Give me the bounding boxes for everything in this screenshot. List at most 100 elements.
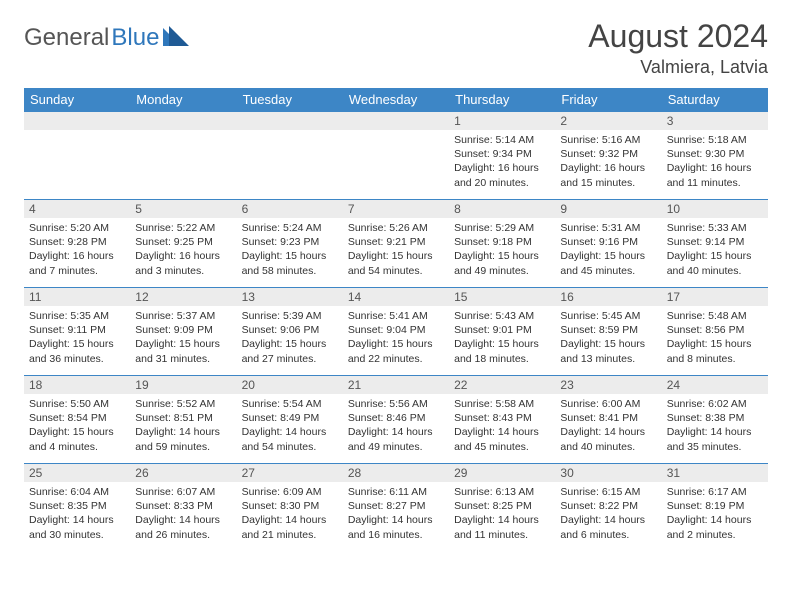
day-number: 13 bbox=[237, 288, 343, 306]
calendar-day-cell: 15Sunrise: 5:43 AMSunset: 9:01 PMDayligh… bbox=[449, 288, 555, 376]
sunrise-text: Sunrise: 5:58 AM bbox=[454, 397, 550, 411]
sunset-text: Sunset: 8:41 PM bbox=[560, 411, 656, 425]
daylight-text: Daylight: 14 hours and 6 minutes. bbox=[560, 513, 656, 541]
calendar-day-cell: 27Sunrise: 6:09 AMSunset: 8:30 PMDayligh… bbox=[237, 464, 343, 552]
day-number: 8 bbox=[449, 200, 555, 218]
logo: GeneralBlue bbox=[24, 18, 189, 52]
daylight-text: Daylight: 16 hours and 7 minutes. bbox=[29, 249, 125, 277]
day-details: Sunrise: 5:56 AMSunset: 8:46 PMDaylight:… bbox=[343, 394, 449, 458]
day-details: Sunrise: 5:26 AMSunset: 9:21 PMDaylight:… bbox=[343, 218, 449, 282]
daylight-text: Daylight: 14 hours and 40 minutes. bbox=[560, 425, 656, 453]
day-details: Sunrise: 5:29 AMSunset: 9:18 PMDaylight:… bbox=[449, 218, 555, 282]
title-block: August 2024 Valmiera, Latvia bbox=[588, 18, 768, 78]
day-number: 18 bbox=[24, 376, 130, 394]
day-details: Sunrise: 6:02 AMSunset: 8:38 PMDaylight:… bbox=[662, 394, 768, 458]
calendar-day-cell: 7Sunrise: 5:26 AMSunset: 9:21 PMDaylight… bbox=[343, 200, 449, 288]
sunset-text: Sunset: 8:33 PM bbox=[135, 499, 231, 513]
weekday-header: Saturday bbox=[662, 88, 768, 112]
day-number: 16 bbox=[555, 288, 661, 306]
day-number: 12 bbox=[130, 288, 236, 306]
sunrise-text: Sunrise: 5:41 AM bbox=[348, 309, 444, 323]
day-details: Sunrise: 5:35 AMSunset: 9:11 PMDaylight:… bbox=[24, 306, 130, 370]
sunrise-text: Sunrise: 6:13 AM bbox=[454, 485, 550, 499]
sunset-text: Sunset: 9:23 PM bbox=[242, 235, 338, 249]
day-number: 19 bbox=[130, 376, 236, 394]
sunset-text: Sunset: 9:25 PM bbox=[135, 235, 231, 249]
calendar-day-cell: 30Sunrise: 6:15 AMSunset: 8:22 PMDayligh… bbox=[555, 464, 661, 552]
sunset-text: Sunset: 9:01 PM bbox=[454, 323, 550, 337]
sunrise-text: Sunrise: 5:26 AM bbox=[348, 221, 444, 235]
calendar-day-cell bbox=[130, 112, 236, 200]
calendar-day-cell: 17Sunrise: 5:48 AMSunset: 8:56 PMDayligh… bbox=[662, 288, 768, 376]
day-number: 22 bbox=[449, 376, 555, 394]
sunrise-text: Sunrise: 5:20 AM bbox=[29, 221, 125, 235]
sunrise-text: Sunrise: 5:54 AM bbox=[242, 397, 338, 411]
sunrise-text: Sunrise: 6:11 AM bbox=[348, 485, 444, 499]
sunset-text: Sunset: 9:11 PM bbox=[29, 323, 125, 337]
daylight-text: Daylight: 15 hours and 13 minutes. bbox=[560, 337, 656, 365]
sunset-text: Sunset: 8:43 PM bbox=[454, 411, 550, 425]
day-details: Sunrise: 6:07 AMSunset: 8:33 PMDaylight:… bbox=[130, 482, 236, 546]
day-number: 28 bbox=[343, 464, 449, 482]
daylight-text: Daylight: 15 hours and 45 minutes. bbox=[560, 249, 656, 277]
day-number: 14 bbox=[343, 288, 449, 306]
calendar-day-cell: 13Sunrise: 5:39 AMSunset: 9:06 PMDayligh… bbox=[237, 288, 343, 376]
sunrise-text: Sunrise: 5:24 AM bbox=[242, 221, 338, 235]
daylight-text: Daylight: 14 hours and 16 minutes. bbox=[348, 513, 444, 541]
day-number: 27 bbox=[237, 464, 343, 482]
day-number-empty bbox=[24, 112, 130, 130]
sunrise-text: Sunrise: 6:02 AM bbox=[667, 397, 763, 411]
calendar-day-cell: 28 Sunrise: 6:11 AMSunset: 8:27 PMDayligh… bbox=[343, 464, 449, 552]
day-number: 17 bbox=[662, 288, 768, 306]
sunrise-text: Sunrise: 5:14 AM bbox=[454, 133, 550, 147]
day-details: Sunrise: 6:00 AMSunset: 8:41 PMDaylight:… bbox=[555, 394, 661, 458]
calendar-week-row: 11Sunrise: 5:35 AMSunset: 9:11 PMDayligh… bbox=[24, 288, 768, 376]
sunrise-text: Sunrise: 5:43 AM bbox=[454, 309, 550, 323]
sunrise-text: Sunrise: 5:39 AM bbox=[242, 309, 338, 323]
day-details: Sunrise: 5:39 AMSunset: 9:06 PMDaylight:… bbox=[237, 306, 343, 370]
daylight-text: Daylight: 14 hours and 26 minutes. bbox=[135, 513, 231, 541]
sunrise-text: Sunrise: 5:33 AM bbox=[667, 221, 763, 235]
day-number: 7 bbox=[343, 200, 449, 218]
day-details: Sunrise: 5:54 AMSunset: 8:49 PMDaylight:… bbox=[237, 394, 343, 458]
day-number-empty bbox=[343, 112, 449, 130]
weekday-header: Sunday bbox=[24, 88, 130, 112]
calendar-week-row: 4Sunrise: 5:20 AMSunset: 9:28 PMDaylight… bbox=[24, 200, 768, 288]
day-number: 11 bbox=[24, 288, 130, 306]
calendar-day-cell: 24Sunrise: 6:02 AMSunset: 8:38 PMDayligh… bbox=[662, 376, 768, 464]
sunset-text: Sunset: 9:34 PM bbox=[454, 147, 550, 161]
day-details: Sunrise: 5:31 AMSunset: 9:16 PMDaylight:… bbox=[555, 218, 661, 282]
daylight-text: Daylight: 14 hours and 45 minutes. bbox=[454, 425, 550, 453]
day-number: 9 bbox=[555, 200, 661, 218]
day-details: Sunrise: 5:33 AMSunset: 9:14 PMDaylight:… bbox=[662, 218, 768, 282]
weekday-header: Friday bbox=[555, 88, 661, 112]
daylight-text: Daylight: 15 hours and 49 minutes. bbox=[454, 249, 550, 277]
daylight-text: Daylight: 15 hours and 40 minutes. bbox=[667, 249, 763, 277]
sunset-text: Sunset: 8:27 PM bbox=[348, 499, 444, 513]
daylight-text: Daylight: 14 hours and 30 minutes. bbox=[29, 513, 125, 541]
sunset-text: Sunset: 8:54 PM bbox=[29, 411, 125, 425]
calendar-day-cell: 1Sunrise: 5:14 AMSunset: 9:34 PMDaylight… bbox=[449, 112, 555, 200]
day-details: Sunrise: 5:41 AMSunset: 9:04 PMDaylight:… bbox=[343, 306, 449, 370]
logo-text-2: Blue bbox=[111, 24, 159, 52]
calendar-week-row: 25Sunrise: 6:04 AMSunset: 8:35 PMDayligh… bbox=[24, 464, 768, 552]
sunrise-text: Sunrise: 5:48 AM bbox=[667, 309, 763, 323]
day-number: 5 bbox=[130, 200, 236, 218]
daylight-text: Daylight: 14 hours and 54 minutes. bbox=[242, 425, 338, 453]
sunset-text: Sunset: 9:30 PM bbox=[667, 147, 763, 161]
sunrise-text: Sunrise: 5:29 AM bbox=[454, 221, 550, 235]
calendar-day-cell: 25Sunrise: 6:04 AMSunset: 8:35 PMDayligh… bbox=[24, 464, 130, 552]
sunrise-text: Sunrise: 5:22 AM bbox=[135, 221, 231, 235]
calendar-day-cell: 23Sunrise: 6:00 AMSunset: 8:41 PMDayligh… bbox=[555, 376, 661, 464]
day-details: Sunrise: 6:04 AMSunset: 8:35 PMDaylight:… bbox=[24, 482, 130, 546]
day-number: 2 bbox=[555, 112, 661, 130]
sunrise-text: Sunrise: 6:09 AM bbox=[242, 485, 338, 499]
day-details: Sunrise: 5:58 AMSunset: 8:43 PMDaylight:… bbox=[449, 394, 555, 458]
sunset-text: Sunset: 8:19 PM bbox=[667, 499, 763, 513]
sunset-text: Sunset: 8:46 PM bbox=[348, 411, 444, 425]
day-number: 23 bbox=[555, 376, 661, 394]
calendar-day-cell: 31Sunrise: 6:17 AMSunset: 8:19 PMDayligh… bbox=[662, 464, 768, 552]
calendar-day-cell: 8Sunrise: 5:29 AMSunset: 9:18 PMDaylight… bbox=[449, 200, 555, 288]
daylight-text: Daylight: 14 hours and 2 minutes. bbox=[667, 513, 763, 541]
calendar-day-cell: 12Sunrise: 5:37 AMSunset: 9:09 PMDayligh… bbox=[130, 288, 236, 376]
